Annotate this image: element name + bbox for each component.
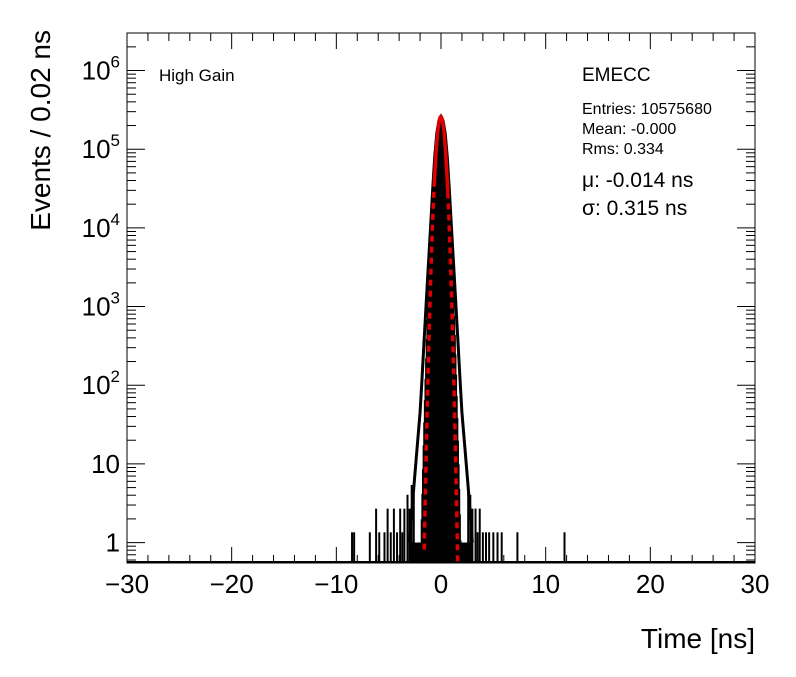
mean-label: Mean: -0.000 [582, 121, 676, 138]
x-tick-label: 30 [741, 569, 770, 599]
fit-curve-solid [432, 114, 450, 193]
x-tick-label: −20 [210, 569, 254, 599]
fit-curve-dashed-right [446, 192, 460, 564]
x-tick-label: 10 [531, 569, 560, 599]
y-axis-tick-labels: 1 10 102 103 104 105 106 [82, 53, 120, 558]
gaussian-fit-series [422, 114, 460, 564]
y-tick-label: 102 [82, 367, 120, 400]
x-tick-label: 0 [434, 569, 448, 599]
y-tick-label: 1 [106, 528, 120, 558]
x-tick-label: 20 [636, 569, 665, 599]
y-tick-label: 106 [82, 53, 120, 86]
y-tick-label: 105 [82, 131, 120, 164]
gain-label: High Gain [159, 66, 235, 85]
x-axis-tick-labels: −30 −20 −10 0 10 20 30 [105, 569, 770, 599]
fit-curve-dashed-left [422, 186, 436, 550]
x-tick-label: −30 [105, 569, 149, 599]
y-axis-ticks [127, 32, 755, 561]
x-axis-title: Time [ns] [641, 623, 755, 654]
y-axis-title: Events / 0.02 ns [25, 30, 56, 231]
fit-mu-label: μ: -0.014 ns [582, 169, 693, 192]
partition-label: EMECC [582, 65, 651, 86]
y-tick-label: 10 [91, 449, 120, 479]
x-tick-label: −10 [314, 569, 358, 599]
y-tick-label: 104 [82, 210, 120, 243]
y-tick-label: 103 [82, 289, 120, 322]
fit-sigma-label: σ: 0.315 ns [582, 197, 687, 220]
entries-label: Entries: 10575680 [582, 101, 712, 118]
rms-label: Rms: 0.334 [582, 141, 664, 158]
